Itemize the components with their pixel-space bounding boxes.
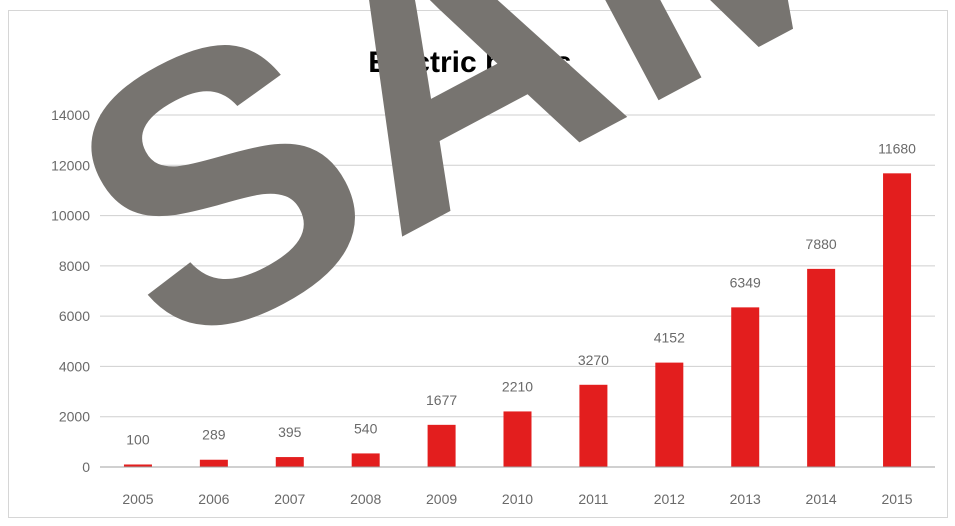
x-tick-label-2006: 2006 [198,491,229,507]
x-tick-label-2012: 2012 [654,491,685,507]
data-label-2013: 6349 [730,274,761,290]
x-tick-label-2015: 2015 [881,491,912,507]
bar-2011 [579,384,608,467]
x-tick-label-2010: 2010 [502,491,533,507]
data-label-2007: 395 [278,424,302,440]
y-tick-label: 8000 [59,258,90,274]
data-label-2009: 1677 [426,392,457,408]
data-label-2011: 3270 [578,352,609,368]
x-axis-ticks: 2005 2006 2007 2008 2009 2010 2011 2012 2013 2014… [122,491,912,507]
bar-2007 [275,457,304,467]
bar-2008 [351,453,380,467]
bar-layer [123,173,912,467]
x-tick-label-2011: 2011 [578,491,608,507]
data-label-2010: 2210 [502,378,533,394]
data-label-2014: 7880 [806,236,837,252]
y-tick-label: 4000 [59,358,90,374]
chart-title: Electric buses [368,46,571,79]
bar-2015 [883,173,912,467]
bar-2014 [807,268,836,467]
y-tick-label: 14000 [51,107,90,123]
y-tick-label: 2000 [59,409,90,425]
x-tick-label-2013: 2013 [730,491,761,507]
x-tick-label-2014: 2014 [806,491,837,507]
data-label-2005: 100 [126,431,150,447]
data-label-2015: 11680 [878,140,916,156]
chart-frame [8,10,948,518]
x-tick-label-2009: 2009 [426,491,457,507]
y-axis-ticks: 0 2000 4000 6000 8000 10000 12000 14000 [51,107,90,475]
data-label-2006: 289 [202,427,226,443]
y-tick-label: 0 [82,459,90,475]
bar-2013 [731,307,760,467]
data-label-2008: 540 [354,420,378,436]
data-label-2012: 4152 [654,330,685,346]
bar-2009 [427,424,456,467]
y-tick-label: 12000 [51,157,90,173]
bar-2006 [199,459,228,467]
x-tick-label-2005: 2005 [122,491,153,507]
y-tick-label: 10000 [51,208,90,224]
bar-2012 [655,362,684,467]
bar-2010 [503,411,532,467]
bar-2005 [123,464,152,467]
data-labels: 100 289 395 540 1677 2210 3270 4152 6349 7880 1168… [126,140,916,447]
x-tick-label-2008: 2008 [350,491,381,507]
x-tick-label-2007: 2007 [274,491,305,507]
y-tick-label: 6000 [59,308,90,324]
